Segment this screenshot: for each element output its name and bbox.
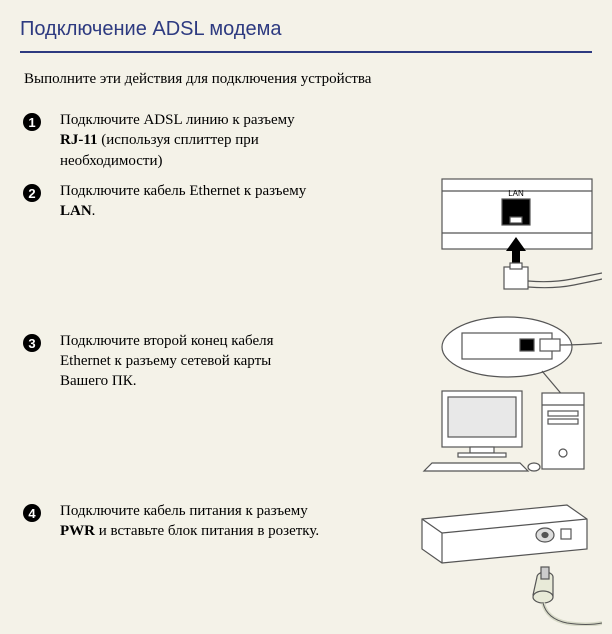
step-number-icon: 3 [22,333,42,353]
step-text-pre: Подключите ADSL линию к разъему [60,112,295,128]
step-text: Подключите кабель питания к разъему PWR … [60,501,320,542]
svg-text:3: 3 [28,336,35,351]
step-1: 1 Подключите ADSL линию к разъему RJ-11 … [20,110,592,171]
lan-port-illustration: LAN [432,171,602,321]
page-title: Подключение ADSL модема [20,18,592,41]
pc-nic-illustration [412,313,602,473]
svg-text:LAN: LAN [508,189,524,198]
step-number-icon: 1 [22,112,42,132]
step-4: 4 Подключите кабель питания к разъему PW… [20,501,592,631]
step-text: Подключите второй конец кабеля Ethernet … [60,331,320,392]
step-text-post: и вставьте блок питания в розетку. [95,523,319,539]
step-text: Подключите кабель Ethernet к разъему LAN… [60,181,320,222]
step-text-pre: Подключите второй конец кабеля Ethernet … [60,333,274,390]
step-text-pre: Подключите кабель питания к разъему [60,503,308,519]
step-2: 2 Подключите кабель Ethernet к разъему L… [20,181,592,321]
step-text-bold: PWR [60,523,95,539]
intro-text: Выполните эти действия для подключения у… [24,71,592,88]
step-text-pre: Подключите кабель Ethernet к разъему [60,183,306,199]
step-number-icon: 2 [22,183,42,203]
step-3: 3 Подключите второй конец кабеля Etherne… [20,331,592,491]
svg-text:4: 4 [28,506,36,521]
svg-text:2: 2 [28,186,35,201]
svg-text:1: 1 [28,115,35,130]
pwr-port-illustration [417,501,602,626]
step-text-bold: LAN [60,203,92,219]
steps-list: 1 Подключите ADSL линию к разъему RJ-11 … [20,110,592,631]
title-divider [20,51,592,53]
step-text-bold: RJ-11 [60,132,98,148]
step-text: Подключите ADSL линию к разъему RJ-11 (и… [60,110,320,171]
step-text-post: . [92,203,96,219]
step-number-icon: 4 [22,503,42,523]
